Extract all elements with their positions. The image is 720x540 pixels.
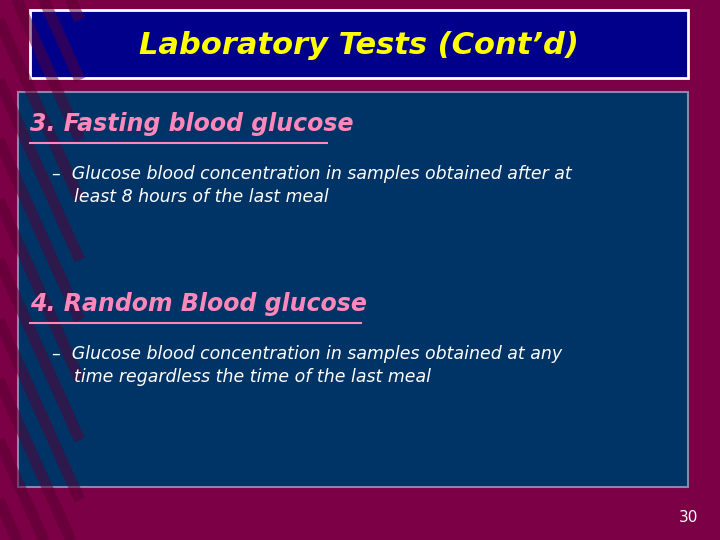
FancyBboxPatch shape [18, 92, 688, 487]
Text: time regardless the time of the last meal: time regardless the time of the last mea… [52, 368, 431, 386]
Text: least 8 hours of the last meal: least 8 hours of the last meal [52, 188, 328, 206]
Text: 3. Fasting blood glucose: 3. Fasting blood glucose [30, 112, 354, 136]
FancyBboxPatch shape [30, 10, 688, 78]
Text: –  Glucose blood concentration in samples obtained after at: – Glucose blood concentration in samples… [52, 165, 572, 183]
Text: –  Glucose blood concentration in samples obtained at any: – Glucose blood concentration in samples… [52, 345, 562, 363]
Text: 30: 30 [679, 510, 698, 525]
Text: 4. Random Blood glucose: 4. Random Blood glucose [30, 292, 366, 316]
Text: Laboratory Tests (Cont’d): Laboratory Tests (Cont’d) [139, 31, 579, 60]
